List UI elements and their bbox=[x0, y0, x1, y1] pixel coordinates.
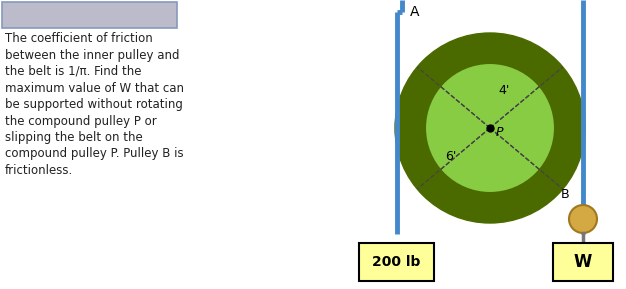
Text: W: W bbox=[574, 253, 592, 271]
Text: 6': 6' bbox=[445, 149, 456, 162]
Text: 200 lb: 200 lb bbox=[372, 255, 421, 269]
Text: P: P bbox=[496, 125, 503, 138]
Text: 4': 4' bbox=[498, 84, 510, 97]
Text: B: B bbox=[561, 188, 569, 201]
Bar bbox=[553, 243, 613, 281]
Bar bbox=[359, 243, 434, 281]
Bar bbox=[2, 2, 177, 28]
Text: The coefficient of friction
between the inner pulley and
the belt is 1/π. Find t: The coefficient of friction between the … bbox=[5, 32, 184, 177]
Text: A: A bbox=[410, 5, 419, 19]
Circle shape bbox=[395, 33, 585, 223]
Circle shape bbox=[569, 205, 597, 233]
Circle shape bbox=[425, 63, 555, 193]
